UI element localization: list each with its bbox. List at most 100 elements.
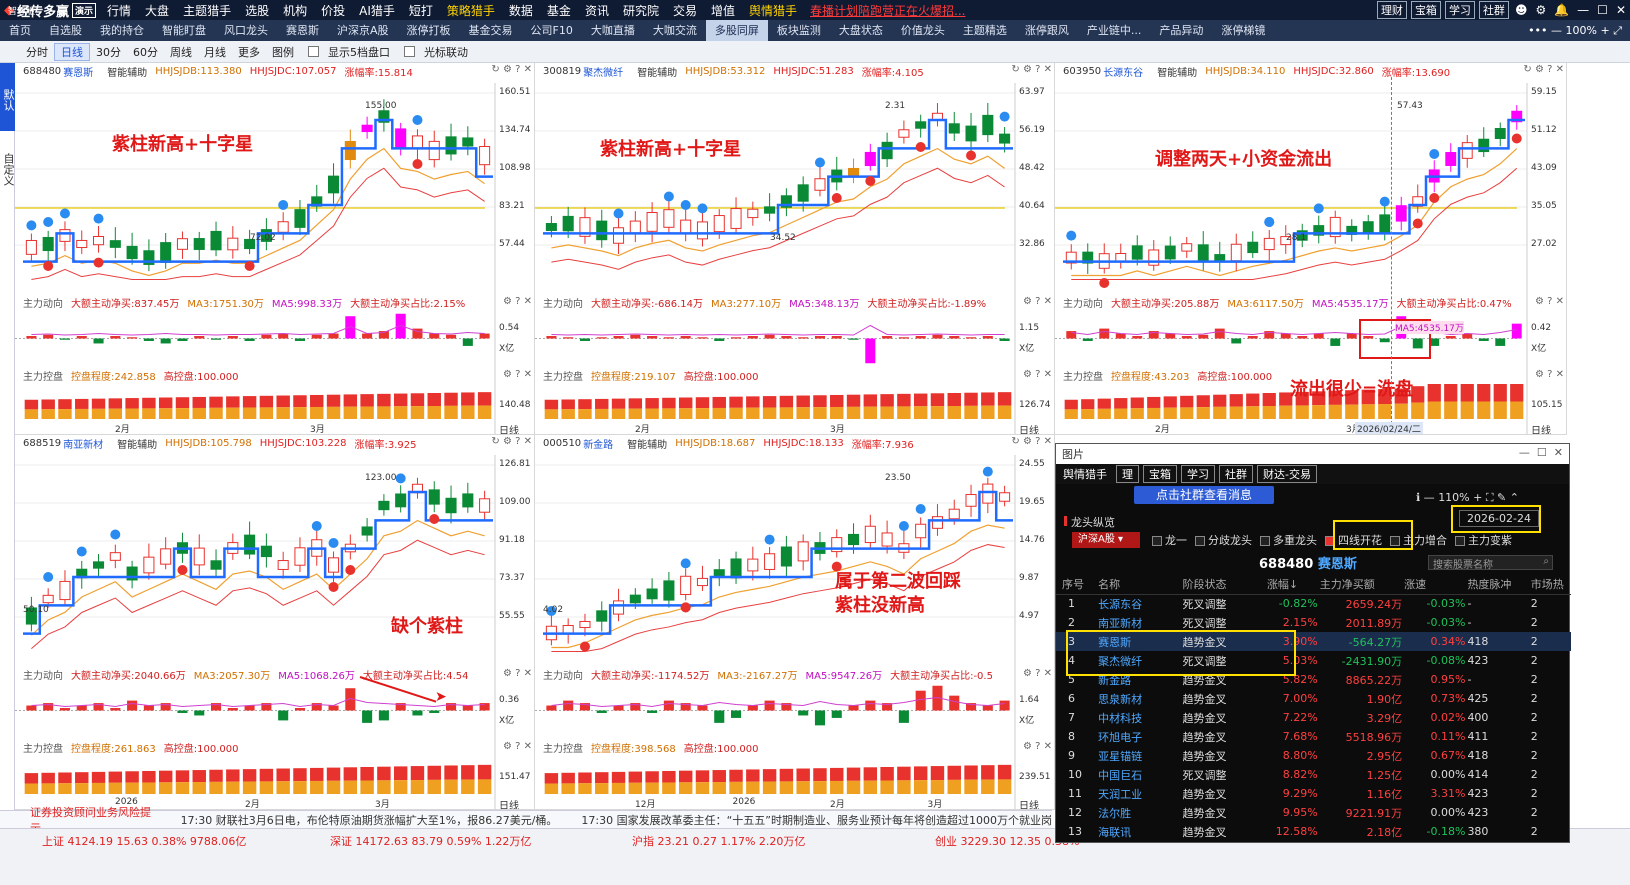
popup-menu-item[interactable]: 理 [1116,465,1139,483]
option-0[interactable]: 龙一 [1152,532,1187,548]
window-controls[interactable]: — ☐ ✕ [1518,446,1563,459]
stock-panel-000510[interactable]: 000510 新金路 智能辅助 HHJSJDB:18.687 HHJSJDC:18.13… [535,435,1055,810]
menu-item[interactable]: 选股 [245,3,270,18]
option-4[interactable]: 主力增合 [1390,532,1447,548]
menu-item[interactable]: 交易 [672,3,697,18]
menu-item[interactable]: 大盘 [145,3,170,18]
period-5[interactable]: 月线 [204,45,226,59]
date-picker[interactable]: 2026-02-24 [1459,510,1539,527]
column-header[interactable]: 序号 [1056,575,1097,595]
menu-item[interactable]: 价投 [321,3,346,18]
popup-menu-item[interactable]: 学习 [1181,465,1215,483]
period-6[interactable]: 更多 [238,45,260,59]
tab-17[interactable]: 涨停跟风 [1024,24,1069,37]
menu-item[interactable]: 基金 [546,3,571,18]
menu-item[interactable]: 主题猎手 [183,3,232,18]
tab-15[interactable]: 价值龙头 [900,24,945,37]
column-header[interactable]: 涨幅↓ [1264,575,1318,595]
period-1[interactable]: 日线 [54,42,90,61]
tab-2[interactable]: 我的持仓 [100,24,144,37]
kline-chart[interactable] [535,435,1055,810]
news-item[interactable]: 17:30 财联社3月6日电，布伦特原油期货涨幅扩大至1%，报86.27美元/桶… [180,813,558,827]
menu-item[interactable]: 数据 [508,3,533,18]
stock-panel-688519[interactable]: 688519 南亚新材 智能辅助 HHJSJDB:105.798 HHJSJDC:103… [15,435,535,810]
table-row[interactable]: 1 长源东谷 死叉调整 -0.82% 2659.24万 -0.03% - 2 [1056,594,1571,613]
column-header[interactable]: 阶段状态 [1180,575,1265,595]
kline-chart[interactable] [15,63,535,435]
maximize-icon[interactable]: ☐ [1597,3,1608,17]
table-row[interactable]: 3 赛恩斯 趋势金叉 3.90% -564.27万 0.34% 418 2 [1056,632,1571,651]
tab-16[interactable]: 主题精选 [962,24,1007,37]
menu-item[interactable]: 增值 [710,3,735,18]
table-row[interactable]: 6 思泉新材 趋势金叉 7.00% 1.90亿 0.73% 425 2 [1056,689,1571,708]
menu-item[interactable]: 短打 [408,3,433,18]
column-header[interactable]: 市场热 [1528,575,1571,595]
menu-item[interactable]: AI猎手 [359,3,395,18]
default-layout-tab[interactable]: 默认 [0,63,16,131]
bell-icon[interactable]: 🔔 [1554,3,1570,17]
stock-search-input[interactable]: 搜索股票名称 ⌕ [1428,555,1553,571]
period-2[interactable]: 30分 [96,45,121,59]
option-2[interactable]: 多重龙头 [1260,532,1317,548]
top-button[interactable]: 宝箱 [1410,1,1441,19]
option-3[interactable]: 四线开花 [1325,532,1382,548]
table-row[interactable]: 5 新金路 趋势金叉 5.82% 8865.22万 0.95% - 2 [1056,670,1571,689]
column-header[interactable]: 主力净买额 [1317,575,1403,595]
table-row[interactable]: 11 天润工业 趋势金叉 9.29% 1.16亿 3.31% 423 2 [1056,784,1571,803]
index-dq[interactable]: 沪指 23.21 0.27 1.17% 2.20万亿 [632,835,806,848]
tab-6[interactable]: 沪深京A股 [337,24,389,37]
join-community-button[interactable]: 点击社群查看消息 [1134,486,1274,504]
index-sz[interactable]: 深证 14172.63 83.79 0.59% 1.22万亿 [330,835,532,848]
menu-item[interactable]: 行情 [107,3,132,18]
table-row[interactable]: 13 海联讯 趋势金叉 12.58% 2.18亿 -0.18% 380 2 [1056,822,1571,841]
zoom-control[interactable]: ••• — 100% + ⤢ [1528,23,1622,37]
tab-11[interactable]: 大咖交流 [652,24,697,37]
user-icon[interactable]: ☻ [1514,3,1528,17]
tab-0[interactable]: 首页 [9,24,31,37]
column-header[interactable]: 名称 [1096,575,1181,595]
tab-19[interactable]: 产品异动 [1159,24,1204,37]
promo-link[interactable]: 春播计划陪跑营正在火爆招... [810,3,966,18]
custom-layout-tab[interactable]: 自定义 [2,153,15,186]
gear-icon[interactable]: ⚙ [1535,3,1547,17]
tab-3[interactable]: 智能盯盘 [162,24,206,37]
tab-13[interactable]: 板块监测 [776,24,821,37]
stock-panel-688480[interactable]: 688480 赛恩斯 智能辅助 HHJSJDB:113.380 HHJSJDC:107.… [15,63,535,435]
tab-14[interactable]: 大盘状态 [838,24,883,37]
news-item[interactable]: 17:30 国家发展改革委主任：“十五五”时期制造业、服务业预计每年将创造超过1… [581,813,1052,827]
column-header[interactable]: 涨速 [1402,575,1466,595]
cursor-link-checkbox[interactable] [404,46,415,57]
menu-item[interactable]: 机构 [283,3,308,18]
menu-item[interactable]: 策略猎手 [446,3,495,18]
menu-item[interactable]: 研究院 [622,3,659,18]
tab-4[interactable]: 风口龙头 [224,24,268,37]
index-sh[interactable]: 上证 4124.19 15.63 0.38% 9788.06亿 [42,835,247,848]
top-button[interactable]: 理财 [1376,1,1407,19]
kline-chart[interactable] [535,63,1055,435]
option-1[interactable]: 分歧龙头 [1195,532,1252,548]
popup-menu-item[interactable]: 财达-交易 [1257,465,1317,483]
period-4[interactable]: 周线 [170,45,192,59]
top-button[interactable]: 社群 [1478,1,1509,19]
show5-checkbox[interactable] [308,46,319,57]
table-row[interactable]: 4 聚杰微纤 死叉调整 5.03% -2431.90万 -0.08% 423 2 [1056,651,1571,670]
tab-20[interactable]: 涨停梯镜 [1221,24,1266,37]
tab-9[interactable]: 公司F10 [530,24,573,37]
tab-18[interactable]: 产业链中... [1086,24,1142,37]
table-row[interactable]: 10 中国巨石 死叉调整 8.82% 1.25亿 0.00% 414 2 [1056,765,1571,784]
minimize-icon[interactable]: — [1577,3,1590,17]
stock-panel-300819[interactable]: 300819 聚杰微纤 智能辅助 HHJSJDB:53.312 HHJSJDC:51.2… [535,63,1055,435]
table-row[interactable]: 7 中材科技 趋势金叉 7.22% 3.29亿 0.02% 400 2 [1056,708,1571,727]
table-row[interactable]: 2 南亚新材 死叉调整 2.15% 2011.89万 -0.03% - 2 [1056,613,1571,632]
popup-menu-item[interactable]: 社群 [1219,465,1253,483]
kline-chart[interactable] [15,435,535,810]
tab-1[interactable]: 自选股 [49,24,82,37]
popup-zoom[interactable]: ℹ — 110% + ⛶ ✎ ⌃ [1416,491,1519,504]
legend-select[interactable]: 图例 [272,45,294,59]
menu-item[interactable]: 舆情猎手 [749,3,798,18]
kline-chart[interactable] [1055,63,1567,435]
top-button[interactable]: 学习 [1444,1,1475,19]
period-3[interactable]: 60分 [133,45,158,59]
close-icon[interactable]: ✕ [1615,3,1626,17]
market-select[interactable]: 沪深A股 ▾ [1072,532,1140,548]
